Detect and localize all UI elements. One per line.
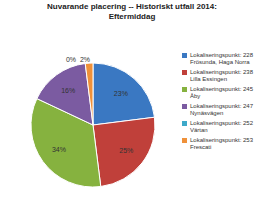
html-text:Lokaliseringspunkt: 252 Värtan: Lokaliseringspunkt: 252 Värtan <box>190 120 253 133</box>
html-text:Lokaliseringspunkt: 238 Lilla: Lokaliseringspunkt: 238 Lilla Essingen <box>190 69 253 82</box>
html-text:Nuvarande placering -- Histori: Nuvarande placering -- Historiskt utfall… <box>47 2 217 21</box>
svg-text:34%: 34% <box>52 146 66 153</box>
svg-text:23%: 23% <box>114 90 128 97</box>
svg-text:0%: 0% <box>66 56 76 63</box>
html-text:Lokaliseringspunkt: 245 Åby: Lokaliseringspunkt: 245 Åby <box>190 86 253 99</box>
html-text:Lokaliseringspunkt: 247 Nynäsv: Lokaliseringspunkt: 247 Nynäsvägen <box>190 103 253 116</box>
svg-text:25%: 25% <box>119 147 133 154</box>
html-text:Lokaliseringspunkt: 253 Fresca: Lokaliseringspunkt: 253 Frescati <box>190 137 253 150</box>
svg-text:2%: 2% <box>80 56 90 63</box>
svg-text:16%: 16% <box>61 87 75 94</box>
html-text:Lokaliseringspunkt: 228 Frösun: Lokaliseringspunkt: 228 Frösunda, Haga N… <box>190 52 253 65</box>
